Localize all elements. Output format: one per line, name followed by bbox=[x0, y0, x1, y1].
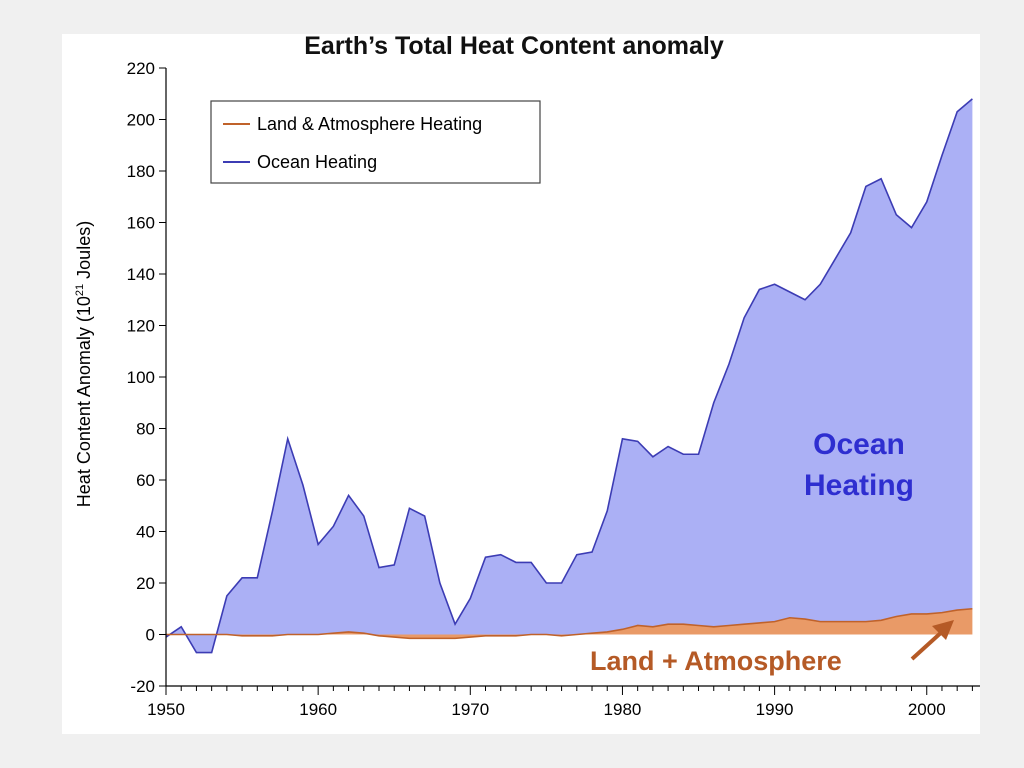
legend-box bbox=[210, 100, 541, 184]
x-tick-label: 1990 bbox=[756, 700, 794, 719]
y-tick-label: -20 bbox=[130, 677, 155, 696]
y-tick-label: 80 bbox=[136, 420, 155, 439]
y-tick-label: 40 bbox=[136, 523, 155, 542]
y-tick-label: 0 bbox=[146, 626, 155, 645]
y-tick-label: 120 bbox=[127, 317, 155, 336]
legend: Land & Atmosphere Heating Ocean Heating bbox=[210, 100, 541, 184]
land-atmosphere-line bbox=[166, 607, 973, 640]
y-axis-label: Heat Content Anomaly (1021 Joules) bbox=[74, 221, 94, 507]
x-tick-label: 2000 bbox=[908, 700, 946, 719]
y-tick-label: 20 bbox=[136, 574, 155, 593]
legend-label-land: Land & Atmosphere Heating bbox=[257, 114, 482, 134]
y-tick-label: 140 bbox=[127, 265, 155, 284]
y-tick-label: 220 bbox=[127, 59, 155, 78]
x-tick-label: 1970 bbox=[451, 700, 489, 719]
annotation-ocean-line1: Ocean bbox=[813, 428, 905, 461]
y-tick-label: 60 bbox=[136, 471, 155, 490]
legend-label-ocean: Ocean Heating bbox=[257, 152, 377, 172]
x-tick-label: 1980 bbox=[604, 700, 642, 719]
y-tick-labels: -20 0 20 40 60 80 100 120 140 160 180 200 220 bbox=[127, 59, 155, 696]
x-tick-label: 1950 bbox=[147, 700, 185, 719]
x-tick-label: 1960 bbox=[299, 700, 337, 719]
chart-panel: Earth’s Total Heat Content anomaly -20 0 2… bbox=[62, 34, 980, 734]
y-tick-label: 200 bbox=[127, 111, 155, 130]
chart-title: Earth’s Total Heat Content anomaly bbox=[304, 34, 724, 60]
annotation-ocean-line2: Heating bbox=[804, 469, 914, 502]
land-atmosphere-area bbox=[166, 608, 973, 639]
annotation-arrow bbox=[910, 620, 954, 661]
axes bbox=[159, 67, 980, 695]
y-tick-label: 180 bbox=[127, 162, 155, 181]
ocean-heating-area bbox=[166, 98, 973, 653]
x-tick-labels: 1950 1960 1970 1980 1990 2000 bbox=[147, 700, 946, 719]
ocean-heating-line bbox=[165, 98, 973, 654]
area-layer bbox=[166, 98, 973, 653]
y-tick-label: 100 bbox=[127, 368, 155, 387]
annotation-land-atmosphere: Land + Atmosphere bbox=[590, 646, 842, 676]
y-tick-label: 160 bbox=[127, 214, 155, 233]
line-layer bbox=[165, 98, 973, 654]
heat-content-chart: Earth’s Total Heat Content anomaly -20 0 2… bbox=[74, 34, 980, 719]
